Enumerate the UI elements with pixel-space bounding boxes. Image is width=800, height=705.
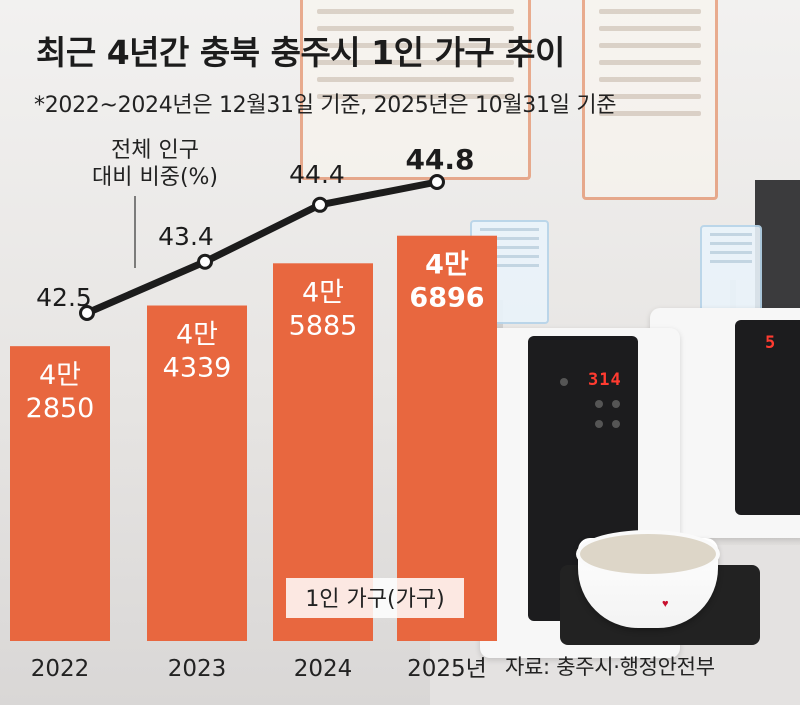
line-series-label: 전체 인구 대비 비중(%) [70, 137, 240, 191]
line-series-label-line1: 전체 인구 [111, 138, 199, 163]
line-value-label: 44.8 [405, 143, 474, 176]
bar-label-top: 4만 [425, 250, 469, 281]
bar-series-legend-label: 1인 가구(가구) [305, 587, 444, 612]
background-poster-left [300, 0, 531, 180]
x-tick-label: 2023 [168, 656, 227, 682]
cooker-button [612, 400, 620, 408]
bar-label-top: 4만 [302, 277, 344, 308]
line-series-label-line2: 대비 비중(%) [91, 165, 219, 190]
hauscook-logo-mark: ♥ [662, 598, 669, 610]
x-tick-label: 2022 [31, 656, 90, 682]
source-note: 자료: 충주시·행정안전부 [505, 655, 715, 679]
cooker-front-right [735, 320, 800, 515]
cooker-display-right: 5 [765, 333, 777, 353]
bar-series-legend-box [286, 578, 464, 618]
line-value-label: 44.4 [289, 160, 345, 189]
line-point-2022 [79, 305, 95, 321]
line-point-2023 [197, 253, 213, 270]
bar-label-bottom: 4339 [163, 353, 232, 384]
cooker-button [612, 420, 620, 428]
cooker-button [595, 420, 603, 428]
line-value-label: 42.5 [36, 283, 92, 312]
x-tick-label: 2025년 [407, 656, 487, 682]
bar-label-bottom: 2850 [26, 393, 95, 424]
line-value-label: 43.4 [158, 222, 214, 251]
chart-subtitle: *2022~2024년은 12월31일 기준, 2025년은 10월31일 기준 [34, 93, 617, 118]
bar-label-top: 4만 [176, 320, 218, 351]
cooker-display-main: 314 [588, 370, 622, 390]
x-tick-label: 2024 [294, 656, 353, 682]
bar-2025년 [397, 235, 497, 641]
background-poster-right [582, 0, 718, 200]
line-point-2025년 [429, 174, 445, 190]
bar-label-bottom: 5885 [289, 310, 358, 341]
cooker-button [560, 378, 568, 386]
bar-label-bottom: 6896 [409, 283, 484, 314]
line-point-2024 [312, 196, 328, 213]
noodle-bowl-rim [576, 530, 720, 578]
bar-2023 [147, 305, 247, 641]
chart-title: 최근 4년간 충북 충주시 1인 가구 추이 [36, 33, 565, 72]
usage-sign-right [700, 225, 762, 314]
bar-2022 [10, 346, 110, 641]
bar-label-top: 4만 [39, 360, 81, 391]
line-series-path [83, 178, 441, 317]
cooker-button [595, 400, 603, 408]
